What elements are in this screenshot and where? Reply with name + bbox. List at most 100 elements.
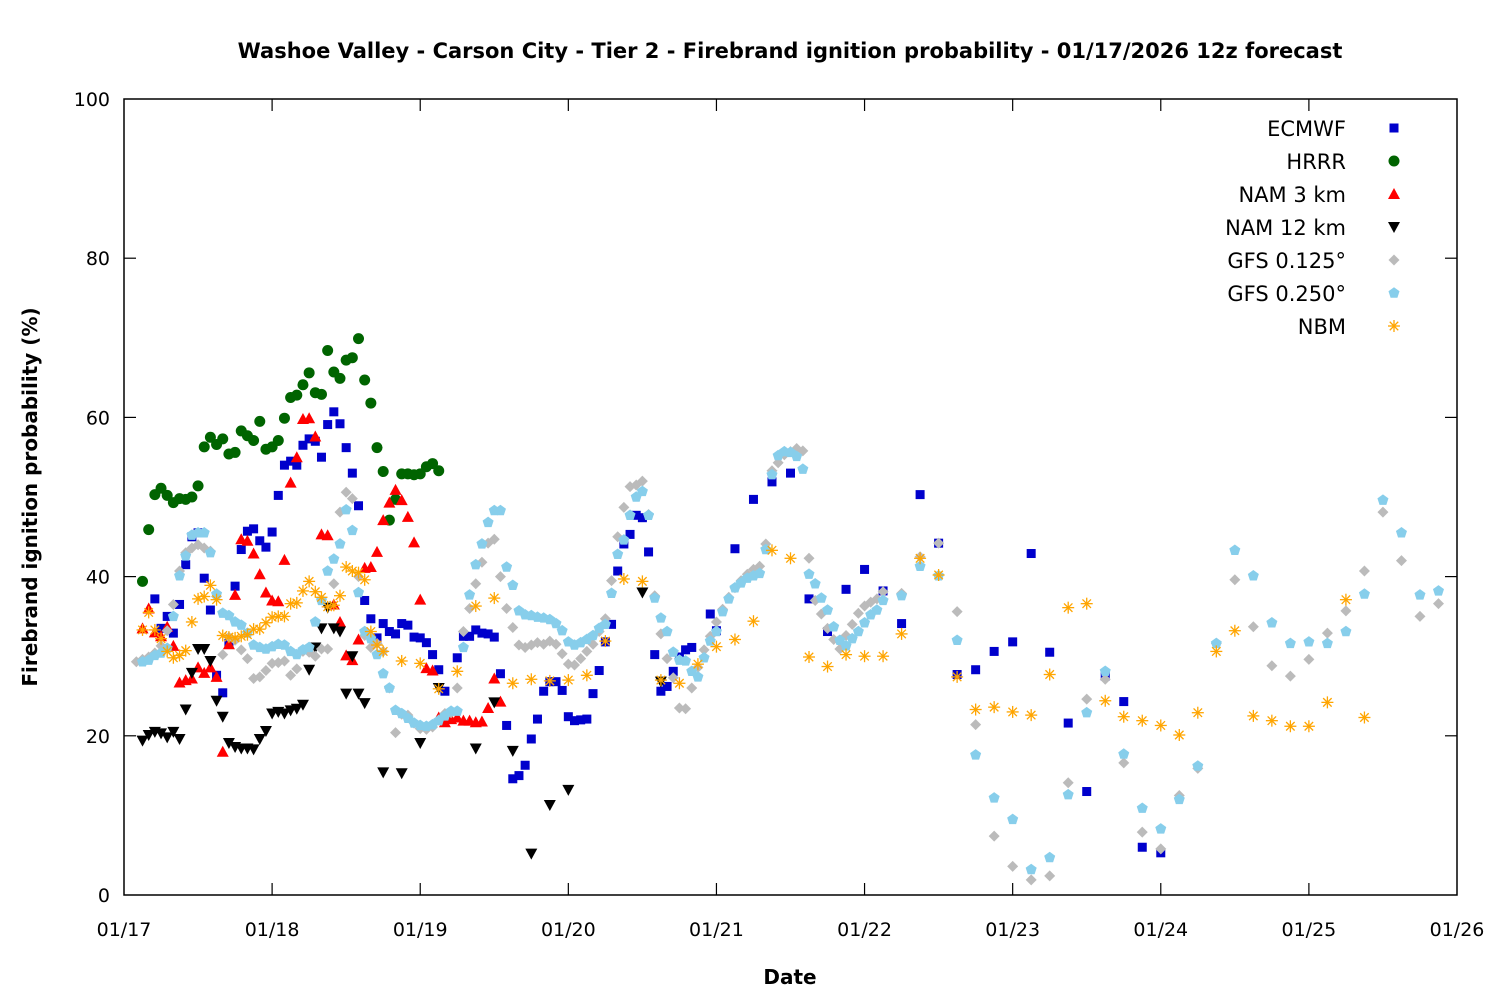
data-point xyxy=(340,486,352,498)
data-point xyxy=(667,646,679,657)
data-point xyxy=(1155,823,1167,834)
data-point xyxy=(272,434,284,446)
data-point xyxy=(1395,555,1407,567)
data-point xyxy=(581,645,593,657)
data-point xyxy=(698,644,710,656)
data-point xyxy=(334,506,346,518)
data-point xyxy=(1377,494,1389,505)
data-point xyxy=(247,744,260,756)
data-point xyxy=(415,633,425,643)
data-point xyxy=(216,745,229,757)
data-point xyxy=(421,638,431,648)
data-point xyxy=(451,682,463,694)
data-point xyxy=(1117,710,1130,723)
data-point xyxy=(1340,625,1352,637)
data-point xyxy=(377,767,390,779)
data-point xyxy=(156,623,166,633)
data-point xyxy=(321,529,334,541)
data-point xyxy=(167,598,179,610)
legend-marker xyxy=(1388,254,1400,266)
data-point xyxy=(371,442,383,454)
data-point xyxy=(1432,598,1444,610)
data-point xyxy=(340,688,353,700)
data-point xyxy=(488,592,501,605)
data-point xyxy=(656,686,666,696)
data-point xyxy=(229,446,241,458)
x-tick-label: 01/20 xyxy=(541,919,596,941)
data-point xyxy=(483,629,493,639)
data-point xyxy=(309,650,321,662)
data-point xyxy=(278,412,290,424)
data-point xyxy=(285,669,297,681)
data-point xyxy=(1377,506,1389,518)
data-point xyxy=(248,434,260,446)
data-point xyxy=(606,575,618,587)
data-point xyxy=(840,648,853,661)
data-point xyxy=(328,578,340,590)
data-point xyxy=(1284,637,1296,649)
data-point xyxy=(371,545,384,557)
data-point xyxy=(1266,616,1278,628)
data-point xyxy=(259,586,272,598)
legend-label: HRRR xyxy=(1286,150,1346,174)
data-point xyxy=(426,664,439,676)
data-point xyxy=(1155,843,1167,855)
data-point xyxy=(562,784,575,796)
data-point xyxy=(915,490,925,500)
data-point xyxy=(1062,601,1075,614)
data-point xyxy=(613,566,623,576)
data-point xyxy=(550,617,562,629)
data-point xyxy=(631,510,641,520)
data-point xyxy=(482,701,495,713)
data-point xyxy=(747,615,760,628)
data-point xyxy=(1321,627,1333,639)
data-point xyxy=(822,604,834,615)
data-point xyxy=(1432,585,1444,596)
x-tick-label: 01/18 xyxy=(245,919,300,941)
data-point xyxy=(933,537,945,549)
data-point xyxy=(710,640,723,653)
y-tick-label: 60 xyxy=(86,407,110,429)
data-point xyxy=(599,618,611,630)
data-point xyxy=(506,745,519,757)
data-point xyxy=(235,644,247,656)
data-point xyxy=(1265,714,1278,727)
data-point xyxy=(1229,574,1241,586)
data-point xyxy=(142,730,155,742)
data-point xyxy=(673,677,686,690)
data-point xyxy=(643,509,655,520)
data-point xyxy=(260,665,272,677)
data-point xyxy=(366,614,376,624)
data-point xyxy=(871,604,883,615)
data-point xyxy=(841,584,851,594)
data-point xyxy=(680,703,692,715)
data-point xyxy=(821,660,834,673)
data-point xyxy=(180,550,192,561)
data-point xyxy=(1007,860,1019,872)
data-point xyxy=(668,666,678,676)
data-point xyxy=(142,606,155,619)
data-point xyxy=(155,482,167,494)
data-point xyxy=(507,579,519,591)
data-point xyxy=(414,468,426,480)
data-point xyxy=(1045,647,1055,657)
legend-marker xyxy=(1388,287,1400,298)
data-point xyxy=(1284,720,1297,733)
data-point xyxy=(192,480,204,492)
series-gfs-0-250 xyxy=(137,445,1444,875)
data-point xyxy=(136,735,149,747)
data-point xyxy=(488,697,501,709)
data-point xyxy=(464,589,476,600)
data-point xyxy=(784,552,797,565)
data-point xyxy=(809,577,821,589)
data-point xyxy=(754,560,766,572)
x-axis: 01/17 01/18 01/19 01/20 01/21 01/22 01/23 01/24… xyxy=(97,99,1484,941)
data-point xyxy=(322,345,334,357)
data-point xyxy=(278,553,291,565)
legend-label: GFS 0.250° xyxy=(1227,282,1346,306)
data-point xyxy=(1062,788,1074,800)
data-point xyxy=(185,667,198,679)
legend-marker xyxy=(1388,188,1400,199)
data-point xyxy=(358,573,371,586)
data-point xyxy=(1136,714,1149,727)
